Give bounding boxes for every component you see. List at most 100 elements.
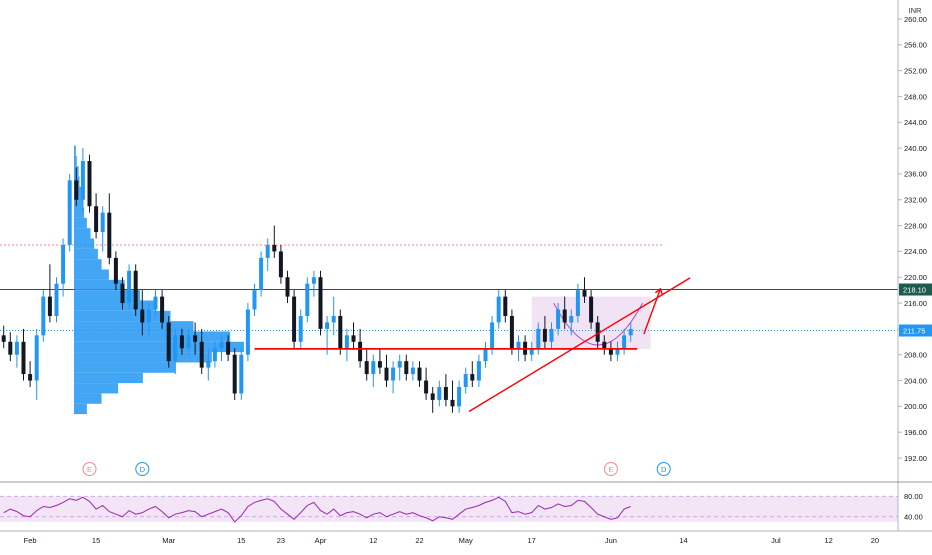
rsi-polyline (3, 496, 631, 523)
volume-profile-bar (74, 197, 84, 208)
price-tick-label: 228.00 (904, 221, 927, 230)
time-tick-label: 12 (825, 536, 833, 545)
time-tick-label: 20 (871, 536, 879, 545)
volume-profile-bar (74, 383, 119, 394)
price-tick-label: 224.00 (904, 247, 927, 256)
candle-body (344, 335, 349, 349)
candle-body (562, 309, 567, 323)
candle-body (430, 393, 435, 400)
candle-body (140, 309, 145, 323)
candle-body (54, 283, 59, 316)
candle-body (490, 322, 495, 349)
price-tick-label: 240.00 (904, 144, 927, 153)
candle-body (219, 341, 224, 349)
candle-body (100, 212, 105, 233)
candle-body (166, 322, 171, 362)
candle-body (364, 361, 369, 375)
time-tick-label: 12 (369, 536, 377, 545)
candle-body (113, 257, 118, 284)
currency-label: INR (909, 6, 923, 15)
volume-profile-bar (74, 207, 85, 218)
volume-profile-bar (74, 372, 143, 384)
event-marker-label: E (608, 465, 613, 474)
candle-body (1, 335, 6, 342)
time-tick-label: Feb (24, 536, 37, 545)
price-labels: 218.10 211.75 (899, 283, 932, 337)
price-tick-label: 200.00 (904, 402, 927, 411)
candle-body (272, 244, 277, 252)
rsi-tick-label: 40.00 (904, 513, 923, 522)
candle-body (417, 367, 422, 381)
projection-arrow-head (654, 287, 664, 296)
earnings-marker (82, 462, 97, 476)
candle-body (278, 251, 283, 278)
time-axis[interactable]: Feb 15 Mar 15 23 Apr 12 22 May 17 Jun 14 Jul 12 20 (24, 536, 879, 545)
volume-profile-bar (74, 352, 212, 363)
time-tick-label: 15 (237, 536, 245, 545)
volume-profile (74, 145, 244, 415)
candle-body (41, 296, 46, 336)
candle-body (483, 348, 488, 362)
candle-body (509, 315, 514, 349)
rsi-tick-label: 80.00 (904, 492, 923, 501)
price-tick-label: 252.00 (904, 66, 927, 75)
candle-body (377, 361, 382, 368)
candle-body (193, 335, 198, 342)
candle-body (160, 296, 165, 323)
volume-profile-bar (74, 155, 77, 167)
candle-body (94, 206, 99, 233)
candle-body (549, 328, 554, 342)
volume-profile-bar (74, 300, 155, 311)
last-price-text: 211.75 (903, 326, 925, 335)
candle-body (470, 374, 475, 381)
volume-profile-bar (74, 362, 176, 373)
volume-profile-bar (74, 290, 141, 301)
candle-body (384, 367, 389, 381)
candle-body (450, 399, 455, 407)
candle-body (80, 161, 85, 200)
candle-body (34, 335, 39, 381)
price-tick-label: 256.00 (904, 41, 927, 50)
candle-body (311, 277, 316, 284)
candle-body (496, 296, 501, 323)
event-marker-label: D (661, 465, 667, 474)
candle-body (457, 386, 462, 407)
price-axis[interactable]: INR192.00196.00200.00204.00208.00212.002… (898, 6, 927, 522)
trendlines[interactable] (254, 277, 691, 413)
candle-body (120, 283, 125, 304)
volume-profile-bar (74, 331, 231, 342)
price-tick-label: 192.00 (904, 454, 927, 463)
volume-profile-bar (74, 228, 91, 239)
volume-profile-bar (74, 403, 87, 415)
candle-body (602, 341, 607, 349)
candle-body (245, 309, 250, 355)
candle-body (107, 212, 112, 258)
candle-body (14, 341, 19, 355)
candle-body (8, 341, 13, 355)
volume-profile-bar (74, 321, 194, 332)
candle-body (133, 270, 138, 310)
candle-body (232, 354, 237, 394)
candle-body (463, 374, 468, 387)
candle-body (87, 161, 92, 207)
candle-body (199, 341, 204, 368)
candle-body (615, 348, 620, 355)
candle-body (424, 380, 429, 394)
candle-body (437, 386, 442, 400)
projection-arrow (643, 288, 662, 335)
candle-body (358, 341, 363, 362)
candle-body (503, 296, 508, 316)
candle-body (259, 257, 264, 291)
candle-body (529, 348, 534, 355)
time-tick-label: 22 (415, 536, 423, 545)
candle-body (331, 315, 336, 323)
event-marker-label: D (140, 465, 146, 474)
time-tick-label: May (459, 536, 473, 545)
volume-profile-bar (74, 279, 125, 291)
time-tick-label: 14 (679, 536, 687, 545)
price-tick-label: 232.00 (904, 196, 927, 205)
candle-body (239, 354, 244, 394)
